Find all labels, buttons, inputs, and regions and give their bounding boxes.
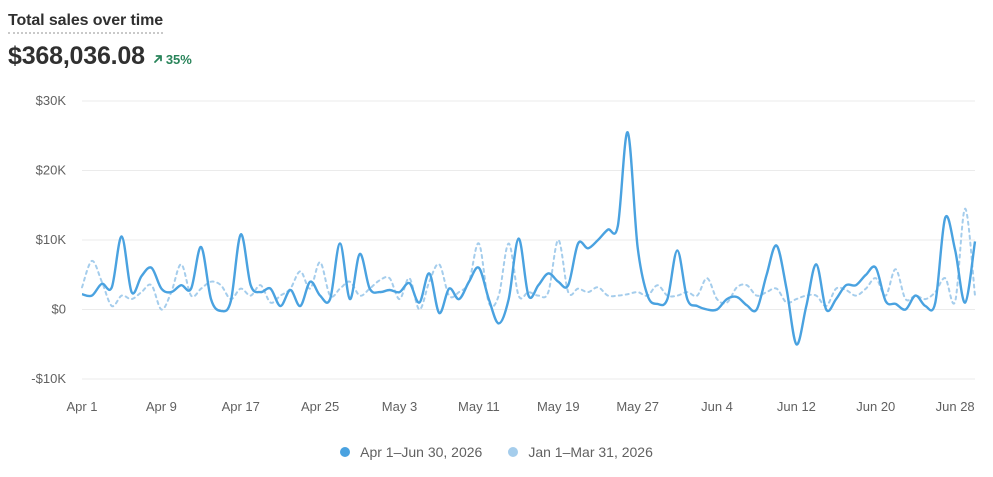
y-tick-label: $10K (36, 232, 67, 247)
x-tick-label: Apr 1 (66, 399, 97, 414)
legend-dot-previous (508, 447, 519, 457)
y-tick-label: -$10K (31, 371, 66, 386)
chart-header: Total sales over time $368,036.08 35% (8, 12, 192, 71)
x-tick-label: Jun 12 (777, 399, 816, 414)
x-tick-label: May 3 (382, 399, 417, 414)
total-row: $368,036.08 35% (8, 42, 192, 71)
change-badge: 35% (153, 52, 192, 67)
chart-legend: Apr 1–Jun 30, 2026 Jan 1–Mar 31, 2026 (0, 444, 993, 460)
legend-label-previous: Jan 1–Mar 31, 2026 (528, 444, 653, 460)
x-tick-label: Apr 17 (222, 399, 260, 414)
legend-dot-current (340, 447, 351, 457)
x-tick-label: Jun 4 (701, 399, 733, 414)
change-percent: 35% (165, 51, 192, 67)
chart-title[interactable]: Total sales over time (8, 12, 163, 34)
y-tick-label: $30K (36, 93, 67, 108)
sales-line-chart[interactable]: -$10K $0 $10K $20K $30K Apr 1 Apr 9 Apr 17 Apr 2… (0, 0, 993, 430)
y-tick-label: $20K (36, 163, 67, 178)
x-tick-label: May 19 (537, 399, 580, 414)
x-tick-label: Jun 20 (856, 399, 895, 414)
series-line-current (81, 131, 977, 346)
arrow-up-right-icon (153, 55, 162, 63)
legend-item-current[interactable]: Apr 1–Jun 30, 2026 (340, 444, 482, 460)
x-tick-label: May 27 (616, 399, 659, 414)
x-tick-label: Jun 28 (936, 399, 975, 414)
legend-item-previous[interactable]: Jan 1–Mar 31, 2026 (508, 444, 653, 460)
total-sales-value: $368,036.08 (8, 42, 145, 70)
legend-label-current: Apr 1–Jun 30, 2026 (360, 444, 483, 460)
x-tick-label: May 11 (458, 399, 500, 414)
y-tick-label: $0 (52, 302, 66, 317)
x-tick-label: Apr 25 (301, 399, 339, 414)
x-tick-label: Apr 9 (146, 399, 177, 414)
